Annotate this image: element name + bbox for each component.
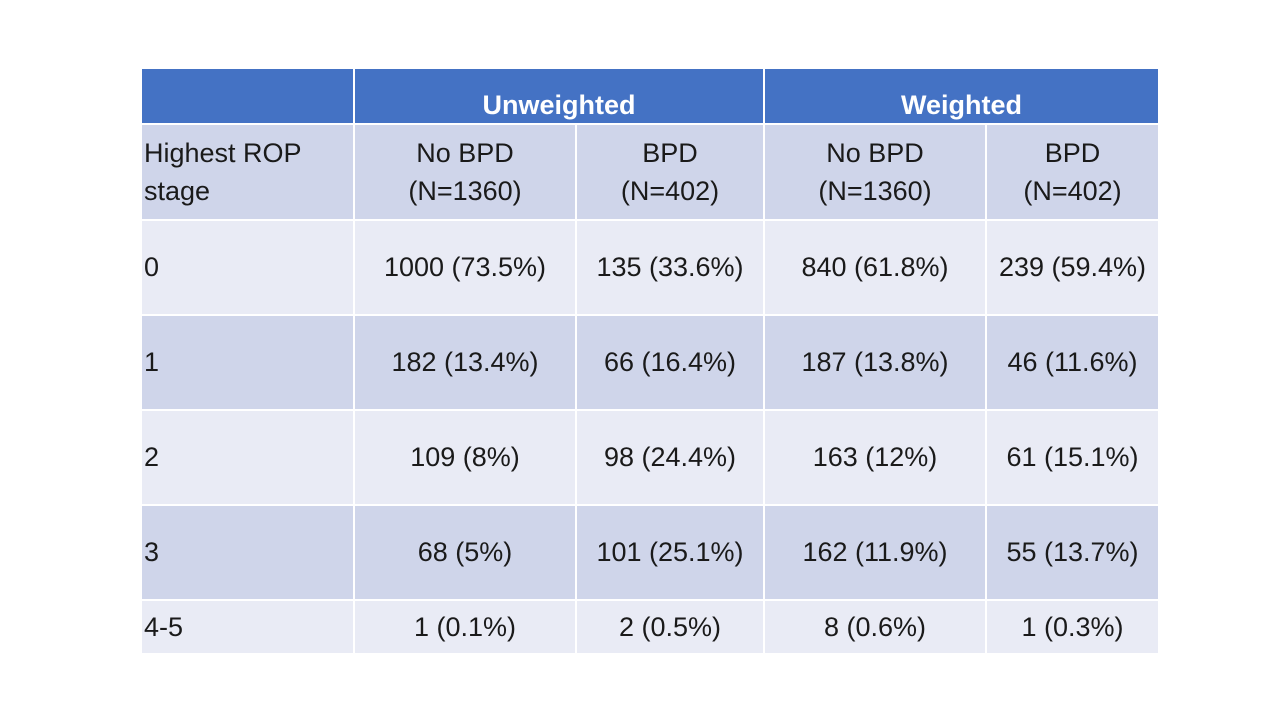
table-cell: 46 (11.6%) bbox=[985, 314, 1160, 411]
table-cell: 2 (0.5%) bbox=[575, 599, 765, 655]
empty-corner-cell bbox=[140, 67, 355, 125]
table-cell: 1000 (73.5%) bbox=[353, 219, 577, 316]
column-header-label: BPD bbox=[1044, 138, 1101, 168]
group-header-weighted: Weighted bbox=[763, 67, 1160, 125]
table-cell: 8 (0.6%) bbox=[763, 599, 987, 655]
table-cell: 98 (24.4%) bbox=[575, 409, 765, 506]
table-cell: 61 (15.1%) bbox=[985, 409, 1160, 506]
stage-cell: 4-5 bbox=[140, 599, 355, 655]
table-cell: 162 (11.9%) bbox=[763, 504, 987, 601]
table-cell: 109 (8%) bbox=[353, 409, 577, 506]
stage-cell: 3 bbox=[140, 504, 355, 601]
table-cell: 840 (61.8%) bbox=[763, 219, 987, 316]
stage-cell: 1 bbox=[140, 314, 355, 411]
stub-header-line-1: Highest ROP bbox=[144, 138, 302, 168]
table-cell: 101 (25.1%) bbox=[575, 504, 765, 601]
column-header-row: Highest ROP stage No BPD (N=1360) BPD (N… bbox=[140, 123, 1160, 221]
column-header-label: No BPD bbox=[416, 138, 514, 168]
table-cell: 163 (12%) bbox=[763, 409, 987, 506]
table-row: 1 182 (13.4%) 66 (16.4%) 187 (13.8%) 46 … bbox=[140, 314, 1160, 411]
rop-stage-table: Unweighted Weighted Highest ROP stage No… bbox=[140, 67, 1160, 655]
column-header-n: (N=402) bbox=[1023, 176, 1122, 206]
table-cell: 135 (33.6%) bbox=[575, 219, 765, 316]
table-cell: 68 (5%) bbox=[353, 504, 577, 601]
stage-cell: 0 bbox=[140, 219, 355, 316]
table-cell: 182 (13.4%) bbox=[353, 314, 577, 411]
column-header-unweighted-bpd: BPD (N=402) bbox=[575, 123, 765, 221]
table-cell: 55 (13.7%) bbox=[985, 504, 1160, 601]
table-row: 0 1000 (73.5%) 135 (33.6%) 840 (61.8%) 2… bbox=[140, 219, 1160, 316]
table-row: 3 68 (5%) 101 (25.1%) 162 (11.9%) 55 (13… bbox=[140, 504, 1160, 601]
group-header-row: Unweighted Weighted bbox=[140, 67, 1160, 125]
column-header-weighted-bpd: BPD (N=402) bbox=[985, 123, 1160, 221]
table-cell: 66 (16.4%) bbox=[575, 314, 765, 411]
column-header-n: (N=402) bbox=[620, 176, 720, 206]
stub-header-line-2: stage bbox=[144, 176, 211, 206]
table-row: 2 109 (8%) 98 (24.4%) 163 (12%) 61 (15.1… bbox=[140, 409, 1160, 506]
column-header-n: (N=1360) bbox=[408, 176, 522, 206]
stage-cell: 2 bbox=[140, 409, 355, 506]
column-header-n: (N=1360) bbox=[818, 176, 932, 206]
column-header-label: BPD bbox=[642, 138, 698, 168]
table-cell: 239 (59.4%) bbox=[985, 219, 1160, 316]
table-cell: 187 (13.8%) bbox=[763, 314, 987, 411]
table-row: 4-5 1 (0.1%) 2 (0.5%) 8 (0.6%) 1 (0.3%) bbox=[140, 599, 1160, 655]
column-header-unweighted-no-bpd: No BPD (N=1360) bbox=[353, 123, 577, 221]
table-cell: 1 (0.1%) bbox=[353, 599, 577, 655]
column-header-weighted-no-bpd: No BPD (N=1360) bbox=[763, 123, 987, 221]
column-header-label: No BPD bbox=[826, 138, 924, 168]
stub-header: Highest ROP stage bbox=[140, 123, 355, 221]
group-header-unweighted: Unweighted bbox=[353, 67, 765, 125]
table-cell: 1 (0.3%) bbox=[985, 599, 1160, 655]
